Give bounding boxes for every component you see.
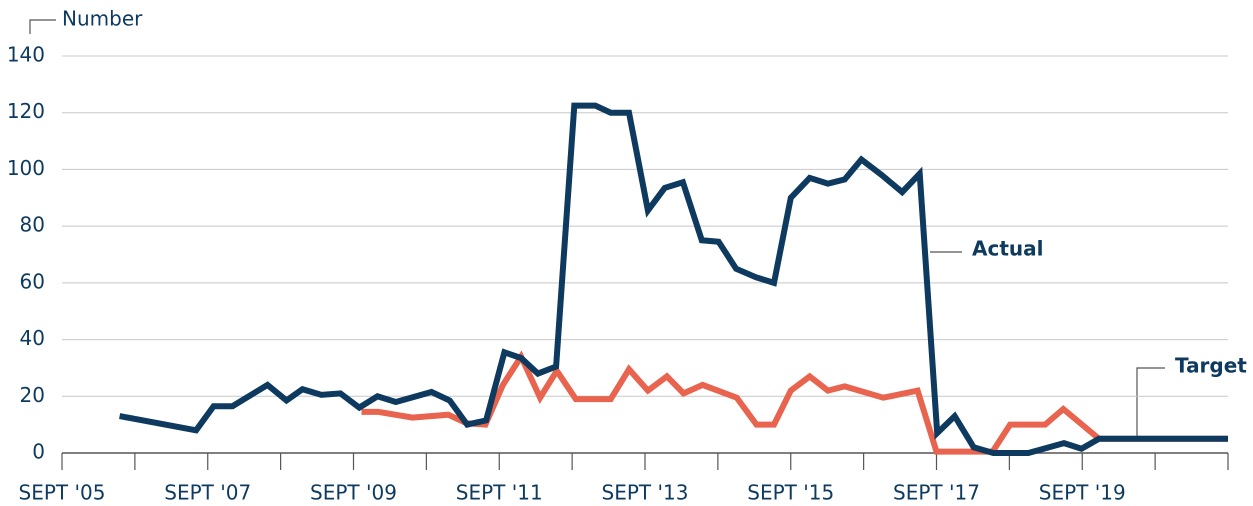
target-leader	[1136, 367, 1165, 437]
series-label: Target	[1175, 354, 1247, 378]
x-tick-label: SEPT '11	[456, 481, 543, 505]
x-tick-label: SEPT '15	[747, 481, 834, 505]
x-tick-label: SEPT '07	[164, 481, 251, 505]
series-label: Actual	[972, 237, 1043, 261]
y-tick-label: 120	[7, 99, 45, 123]
x-tick-label: SEPT '09	[310, 481, 397, 505]
y-tick-label: 60	[20, 269, 45, 293]
x-tick-label: SEPT '17	[893, 481, 980, 505]
axis-label-bracket	[29, 19, 56, 34]
x-tick-label: SEPT '05	[19, 481, 106, 505]
y-tick-label: 140	[7, 43, 45, 67]
y-axis-label: Number	[62, 7, 143, 31]
x-tick-label: SEPT '13	[602, 481, 689, 505]
y-tick-label: 0	[32, 440, 45, 464]
y-tick-label: 20	[20, 383, 45, 407]
y-tick-label: 100	[7, 156, 45, 180]
y-tick-label: 80	[20, 213, 45, 237]
x-tick-label: SEPT '19	[1039, 481, 1126, 505]
series-line	[119, 102, 1228, 456]
y-tick-label: 40	[20, 326, 45, 350]
